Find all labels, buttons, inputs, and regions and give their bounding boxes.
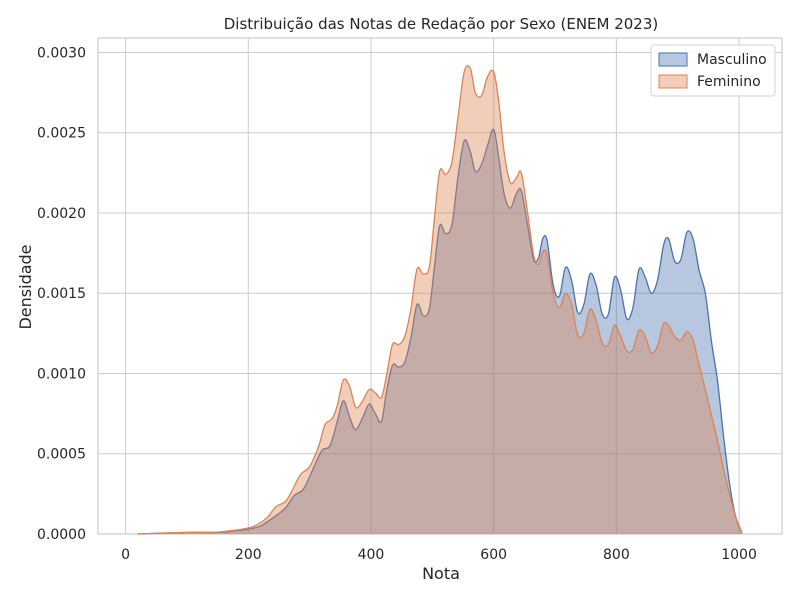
legend: Masculino Feminino bbox=[650, 44, 776, 97]
x-tick-label: 600 bbox=[480, 547, 507, 563]
y-tick-label: 0.0010 bbox=[37, 366, 86, 382]
x-tick-label: 400 bbox=[358, 547, 385, 563]
plot-area: 0 200 400 600 800 1000 0.0000 0.0005 0.0010 0.001… bbox=[37, 37, 783, 563]
legend-label-masculino: Masculino bbox=[697, 52, 767, 68]
plot-frame bbox=[97, 37, 783, 535]
x-tick-label: 1000 bbox=[721, 547, 757, 563]
line-masculino bbox=[137, 128, 743, 535]
legend-label-feminino: Feminino bbox=[697, 74, 761, 90]
y-tick-label: 0.0015 bbox=[37, 286, 86, 302]
area-feminino bbox=[137, 65, 743, 534]
chart-title: Distribuição das Notas de Redação por Se… bbox=[224, 15, 659, 33]
legend-swatch-masculino bbox=[658, 52, 688, 67]
y-tick-label: 0.0025 bbox=[37, 126, 86, 142]
y-tick-label: 0.0005 bbox=[37, 447, 86, 463]
y-tick-label: 0.0030 bbox=[37, 45, 86, 61]
area-masculino bbox=[137, 129, 743, 534]
legend-box bbox=[650, 44, 776, 97]
x-tick-label: 800 bbox=[603, 547, 630, 563]
line-feminino bbox=[137, 65, 743, 535]
y-tick-label: 0.0020 bbox=[37, 206, 86, 222]
legend-swatch-feminino bbox=[658, 74, 688, 89]
x-axis-label: Nota bbox=[422, 564, 460, 583]
y-tick-label: 0.0000 bbox=[37, 527, 86, 543]
x-tick-label: 200 bbox=[235, 547, 262, 563]
x-tick-label: 0 bbox=[121, 547, 130, 563]
y-axis-label: Densidade bbox=[16, 244, 35, 329]
